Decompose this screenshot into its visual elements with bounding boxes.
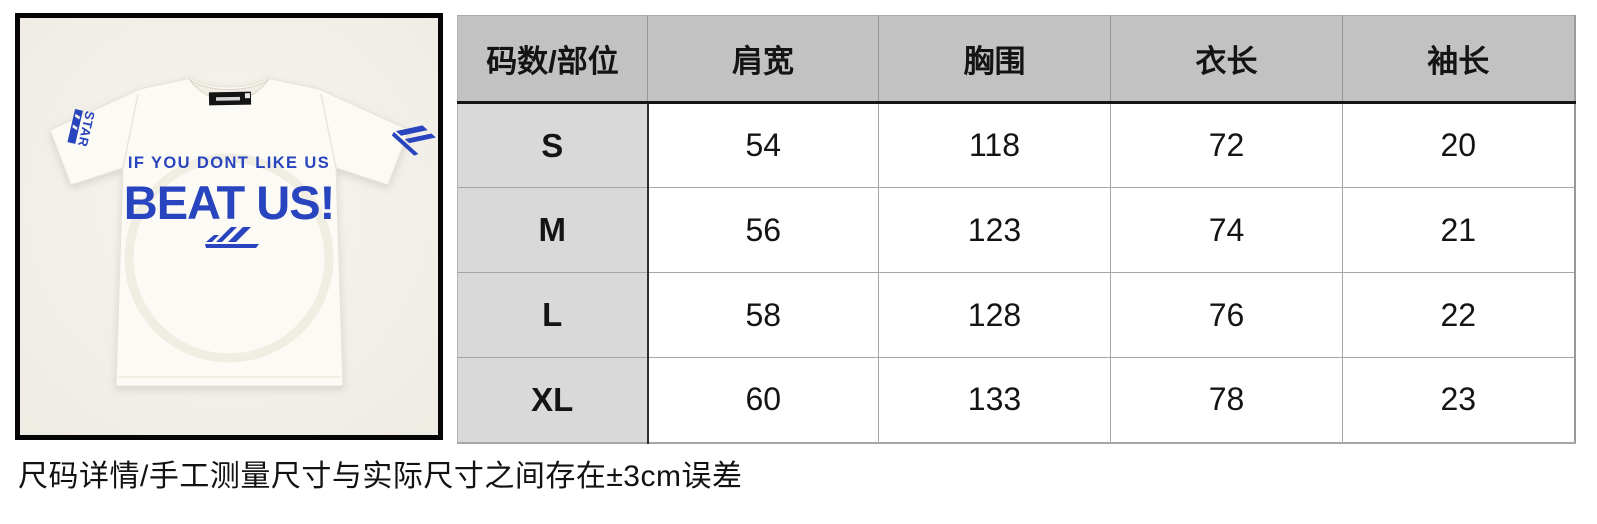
value-cell: 23	[1342, 357, 1575, 443]
value-cell: 128	[878, 272, 1111, 358]
value-cell: 133	[878, 357, 1111, 443]
sleeve-seam-right	[320, 93, 337, 169]
value-cell: 22	[1342, 272, 1575, 358]
header-row: 码数/部位 肩宽 胸围 衣长 袖长	[457, 15, 1575, 104]
size-cell: S	[457, 102, 649, 188]
col-header-shoulder: 肩宽	[647, 15, 879, 104]
sleeve-seam-left	[122, 93, 139, 169]
size-note: 尺码详情/手工测量尺寸与实际尺寸之间存在±3cm误差	[18, 460, 743, 493]
col-header-chest: 胸围	[878, 15, 1111, 104]
value-cell: 72	[1110, 102, 1343, 188]
table-row-xl: XL 60 133 78 23	[457, 357, 1575, 443]
ghost-circle-print	[124, 153, 334, 363]
size-table: 码数/部位 肩宽 胸围 衣长 袖长 S 54 118 72 20 M 56 12…	[457, 15, 1576, 444]
value-cell: 60	[647, 357, 879, 443]
value-cell: 21	[1342, 187, 1575, 273]
table-row-s: S 54 118 72 20	[457, 102, 1575, 188]
size-cell: M	[457, 187, 649, 273]
value-cell: 58	[647, 272, 879, 358]
size-cell: L	[457, 272, 649, 358]
value-cell: 123	[878, 187, 1111, 273]
shirt-print-line2: BEAT US!	[124, 176, 334, 229]
tshirt-illustration: IF YOU DONT LIKE US BEAT US! STAR	[20, 18, 438, 435]
value-cell: 54	[647, 102, 879, 188]
table-row-m: M 56 123 74 21	[457, 187, 1575, 273]
value-cell: 20	[1342, 102, 1575, 188]
value-cell: 118	[878, 102, 1111, 188]
shirt-print-line1: IF YOU DONT LIKE US	[128, 154, 330, 172]
neck-label	[208, 91, 252, 106]
size-cell: XL	[457, 357, 649, 443]
vector-logo-icon	[205, 227, 259, 248]
value-cell: 76	[1110, 272, 1343, 358]
col-header-length: 衣长	[1110, 15, 1343, 104]
col-header-sleeve: 袖长	[1342, 15, 1575, 104]
value-cell: 78	[1110, 357, 1343, 443]
sleeve-logo-left-icon: STAR	[67, 108, 98, 149]
sleeve-logo-right-icon	[391, 125, 436, 156]
product-photo: IF YOU DONT LIKE US BEAT US! STAR	[15, 13, 443, 440]
table-row-l: L 58 128 76 22	[457, 272, 1575, 358]
value-cell: 74	[1110, 187, 1343, 273]
col-header-size-part: 码数/部位	[457, 15, 648, 104]
value-cell: 56	[647, 187, 879, 273]
